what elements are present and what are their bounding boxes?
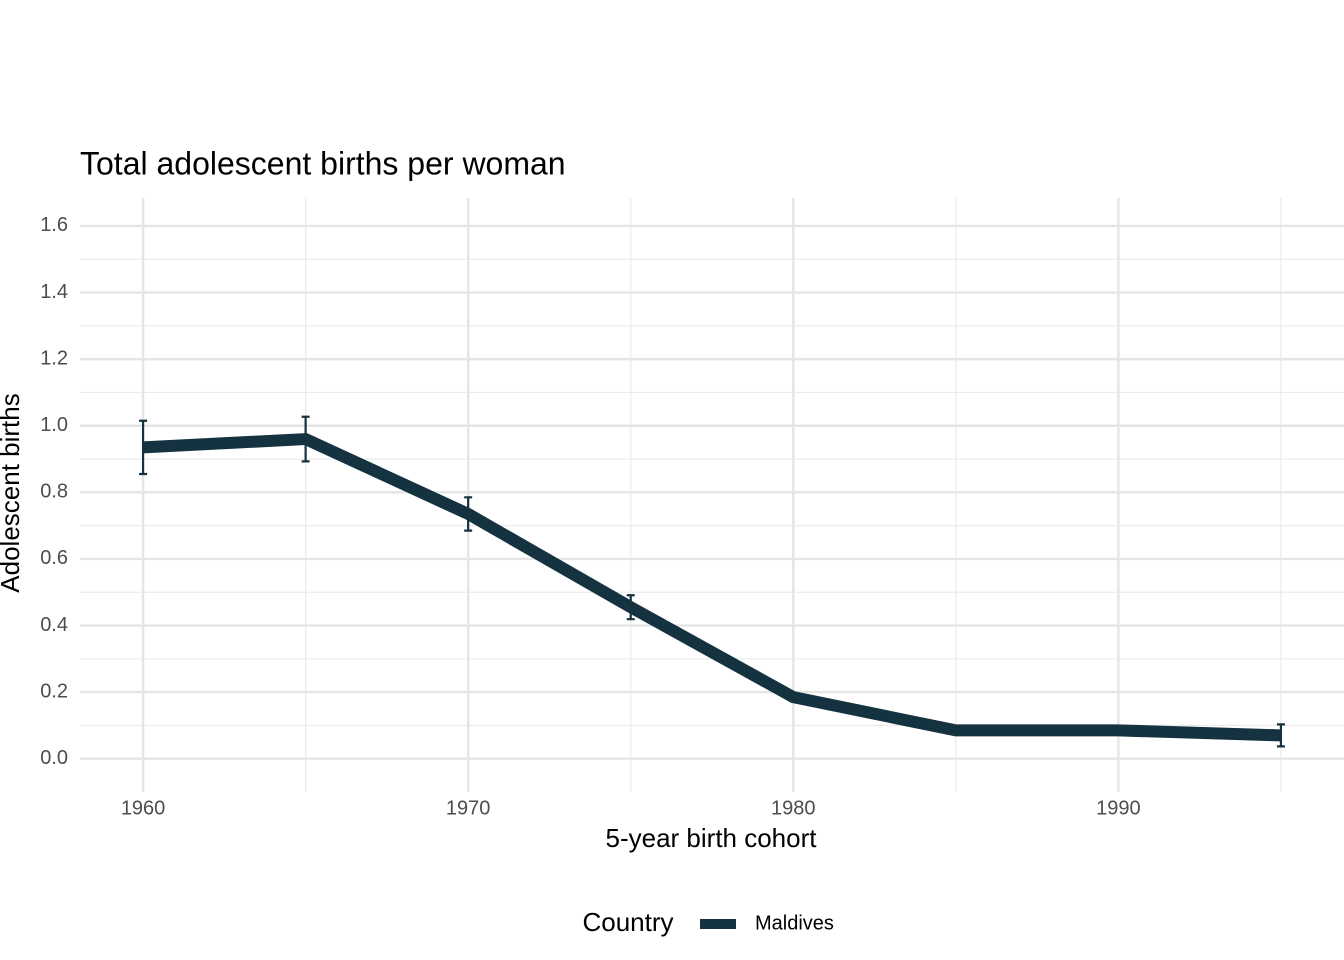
y-tick-label: 0.8 — [40, 481, 68, 503]
y-axis-label: Adolescent births — [0, 393, 25, 592]
error-bar — [626, 594, 635, 621]
x-tick-label: 1980 — [771, 797, 816, 819]
y-tick-label: 1.6 — [40, 214, 68, 236]
error-bar — [301, 415, 310, 463]
error-bar — [789, 692, 798, 703]
y-tick-label: 1.2 — [40, 347, 68, 369]
legend-title: Country — [582, 907, 673, 937]
x-tick-label: 1960 — [121, 797, 166, 819]
line — [142, 433, 1282, 742]
chart-title: Total adolescent births per woman — [80, 145, 566, 181]
x-tick-label: 1990 — [1096, 797, 1141, 819]
legend-label: Maldives — [755, 912, 834, 934]
y-tick-label: 0.2 — [40, 680, 68, 702]
y-tick-label: 1.0 — [40, 414, 68, 436]
y-tick-label: 0.6 — [40, 547, 68, 569]
x-axis-label: 5-year birth cohort — [606, 823, 818, 853]
x-tick-label: 1970 — [446, 797, 491, 819]
y-tick-label: 0.0 — [40, 747, 68, 769]
error-bar — [464, 496, 473, 532]
error-bar — [1276, 723, 1285, 748]
y-tick-label: 0.4 — [40, 614, 68, 636]
error-bar — [951, 727, 960, 734]
y-tick-label: 1.4 — [40, 281, 68, 303]
legend-key — [700, 919, 736, 929]
error-bar — [139, 419, 148, 476]
error-bar — [1114, 725, 1123, 735]
